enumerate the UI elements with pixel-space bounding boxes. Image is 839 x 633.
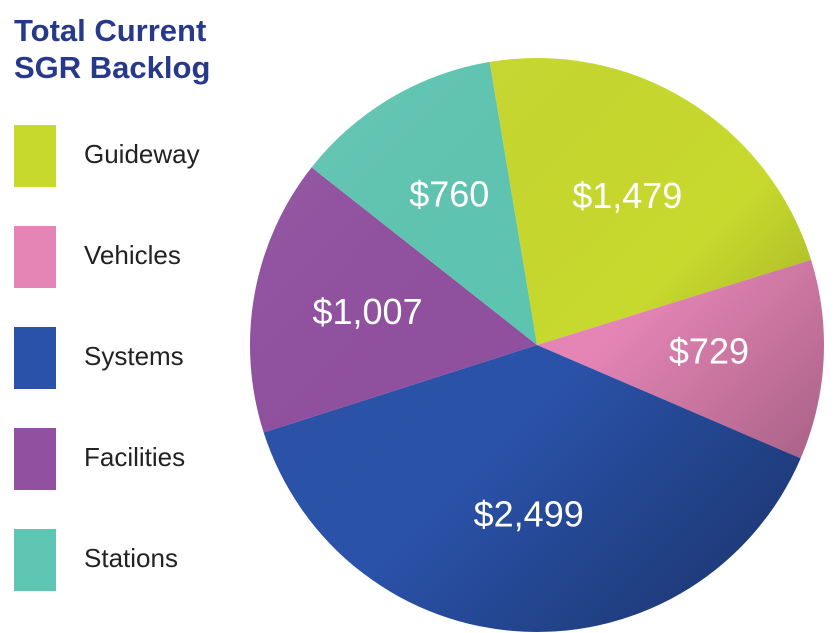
data-label: $1,007 <box>312 291 422 332</box>
data-label: $1,479 <box>572 175 682 216</box>
legend-swatch <box>14 529 56 591</box>
legend-label: Systems <box>84 341 184 371</box>
legend-swatch <box>14 125 56 187</box>
legend-swatch <box>14 428 56 490</box>
data-label: $760 <box>409 173 489 214</box>
legend-label: Facilities <box>84 442 185 472</box>
legend-label: Vehicles <box>84 240 181 270</box>
data-label: $2,499 <box>474 494 584 535</box>
legend-label: Stations <box>84 543 178 573</box>
chart-title: Total Current SGR Backlog <box>14 13 211 85</box>
legend-label: Guideway <box>84 139 200 169</box>
legend-swatch <box>14 327 56 389</box>
data-label: $729 <box>669 331 749 372</box>
legend-swatch <box>14 226 56 288</box>
